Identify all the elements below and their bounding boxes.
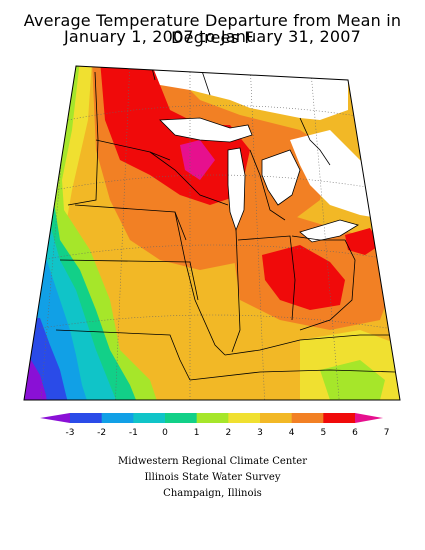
map-field bbox=[24, 66, 400, 400]
map-title: Average Temperature Departure from Mean … bbox=[23, 11, 402, 47]
credit-line-2: Illinois State Water Survey bbox=[144, 472, 281, 483]
legend-tick-label: 7 bbox=[384, 428, 390, 438]
legend-tick-label: 1 bbox=[194, 428, 200, 438]
legend-swatch bbox=[165, 413, 198, 423]
legend-swatch bbox=[196, 413, 229, 423]
legend-tick-label: 4 bbox=[289, 428, 295, 438]
band-neg1 bbox=[24, 240, 90, 400]
lake-michigan bbox=[227, 147, 246, 232]
credit-line-1: Midwestern Regional Climate Center bbox=[118, 456, 307, 467]
legend-swatch bbox=[70, 413, 103, 423]
lake-huron bbox=[261, 149, 301, 206]
eastern-blank bbox=[290, 130, 390, 220]
graticule bbox=[29, 66, 400, 400]
lake-erie bbox=[299, 219, 359, 243]
legend-swatch bbox=[291, 413, 324, 423]
legend-swatch bbox=[133, 413, 166, 423]
legend-tick-label: 6 bbox=[352, 428, 358, 438]
legend-swatch bbox=[260, 413, 293, 423]
legend-swatch bbox=[228, 413, 261, 423]
legend-swatch bbox=[101, 413, 134, 423]
band-neg3 bbox=[24, 355, 48, 400]
legend-tick-label: 0 bbox=[162, 428, 168, 438]
state-boundaries bbox=[55, 66, 396, 381]
band-neg2 bbox=[24, 318, 70, 400]
map-frame bbox=[23, 65, 401, 401]
band-6-east bbox=[262, 245, 345, 310]
legend-tick-label: 3 bbox=[257, 428, 263, 438]
lake-superior bbox=[159, 117, 253, 143]
color-legend: -3 -2 -1 0 1 2 3 4 5 6 7 bbox=[40, 413, 390, 438]
map-subtitle: January 1, 2007 to January 31, 2007 bbox=[63, 27, 362, 46]
legend-tick-label: 5 bbox=[320, 428, 326, 438]
band-6-ne bbox=[345, 228, 380, 255]
legend-arrow-right bbox=[355, 413, 383, 423]
band-7 bbox=[180, 140, 215, 180]
legend-tick-label: -1 bbox=[129, 428, 138, 438]
legend-swatch bbox=[323, 413, 356, 423]
legend-tick-label: -3 bbox=[66, 428, 75, 438]
legend-tick-label: -2 bbox=[97, 428, 106, 438]
credit-line-3: Champaign, Illinois bbox=[163, 488, 262, 499]
legend-arrow-left bbox=[40, 413, 70, 423]
legend-tick-label: 2 bbox=[225, 428, 231, 438]
